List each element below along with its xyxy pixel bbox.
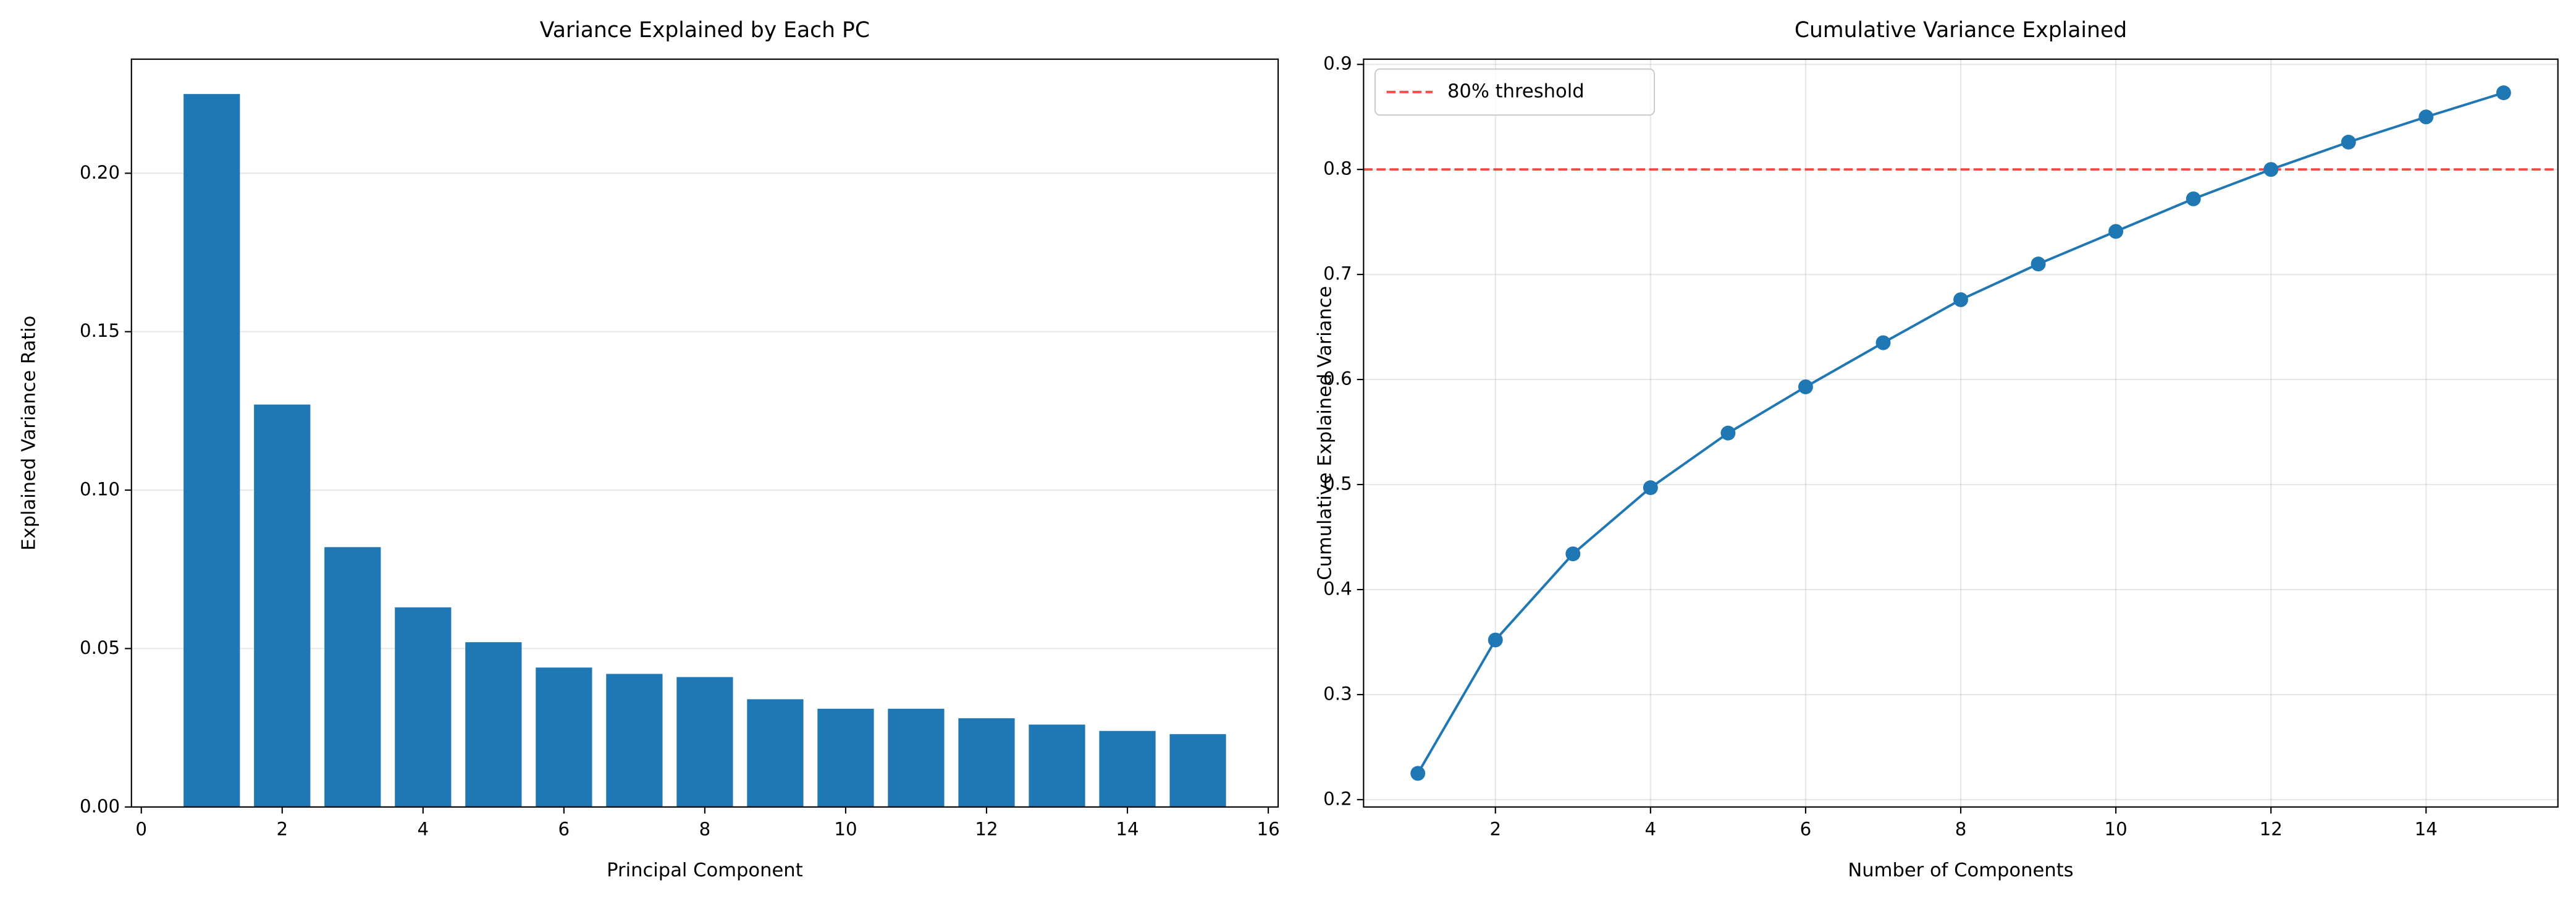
- chart-title: Variance Explained by Each PC: [540, 18, 870, 43]
- axes-frame: [1363, 58, 2559, 808]
- x-tick-label: 12: [975, 819, 998, 840]
- y-tick-label: 0.9: [1323, 53, 1352, 74]
- marker: [1953, 292, 1968, 307]
- bar: [1029, 724, 1085, 807]
- bar: [958, 718, 1015, 807]
- bar: [676, 677, 733, 807]
- x-tick-label: 8: [1955, 819, 1967, 840]
- bar: [888, 708, 945, 807]
- marker: [1875, 335, 1891, 350]
- x-tick-label: 4: [418, 819, 429, 840]
- marker: [2186, 191, 2201, 206]
- y-tick-label: 0.3: [1323, 683, 1352, 704]
- y-tick-label: 0.2: [1323, 788, 1352, 809]
- x-tick-label: 2: [1489, 819, 1501, 840]
- x-tick-label: 10: [2105, 819, 2128, 840]
- marker: [1720, 425, 1736, 441]
- marker: [2341, 135, 2356, 150]
- x-tick-label: 12: [2260, 819, 2283, 840]
- x-tick-label: 6: [1800, 819, 1812, 840]
- bar: [1099, 730, 1156, 807]
- axes-frame: [130, 58, 1279, 808]
- x-tick-label: 4: [1645, 819, 1657, 840]
- bar: [606, 674, 663, 807]
- x-tick-label: 14: [1116, 819, 1139, 840]
- x-tick-label: 6: [558, 819, 570, 840]
- marker: [2263, 162, 2279, 177]
- x-tick-label: 16: [1256, 819, 1279, 840]
- y-tick-label: 0.4: [1323, 578, 1352, 599]
- bar: [254, 404, 311, 807]
- y-tick-label: 0.7: [1323, 263, 1352, 284]
- y-tick-label: 0.15: [80, 320, 120, 341]
- x-tick-label: 8: [699, 819, 711, 840]
- y-tick-label: 0.00: [80, 795, 120, 816]
- bar: [536, 667, 592, 807]
- y-tick-label: 0.10: [80, 479, 120, 500]
- bar: [817, 708, 874, 807]
- x-tick-label: 0: [135, 819, 147, 840]
- y-tick-label: 0.8: [1323, 158, 1352, 179]
- marker: [2031, 256, 2046, 272]
- legend-box: [1374, 68, 1656, 116]
- bar: [324, 547, 381, 807]
- y-axis-label: Explained Variance Ratio: [18, 316, 40, 551]
- marker: [2496, 85, 2511, 101]
- y-tick-label: 0.20: [80, 162, 120, 183]
- marker: [2108, 224, 2124, 239]
- x-axis-label: Number of Components: [1848, 860, 2073, 881]
- marker: [1565, 546, 1581, 562]
- x-tick-label: 10: [834, 819, 857, 840]
- y-tick-label: 0.6: [1323, 368, 1352, 389]
- bar: [747, 699, 804, 807]
- bar: [183, 94, 240, 807]
- marker: [1488, 632, 1503, 648]
- marker: [1798, 379, 1813, 394]
- marker: [1643, 480, 1658, 496]
- y-tick-label: 0.5: [1323, 473, 1352, 494]
- marker: [2418, 109, 2434, 125]
- legend-label: 80% threshold: [1447, 80, 1585, 102]
- x-tick-label: 2: [276, 819, 288, 840]
- y-tick-label: 0.05: [80, 637, 120, 658]
- y-axis-label: Cumulative Explained Variance: [1315, 286, 1336, 580]
- bar: [465, 642, 522, 807]
- bar: [395, 607, 452, 807]
- x-tick-label: 14: [2415, 819, 2438, 840]
- marker: [1410, 766, 1426, 781]
- bar: [1169, 734, 1226, 807]
- chart-title: Cumulative Variance Explained: [1795, 18, 2127, 43]
- x-axis-label: Principal Component: [607, 860, 803, 881]
